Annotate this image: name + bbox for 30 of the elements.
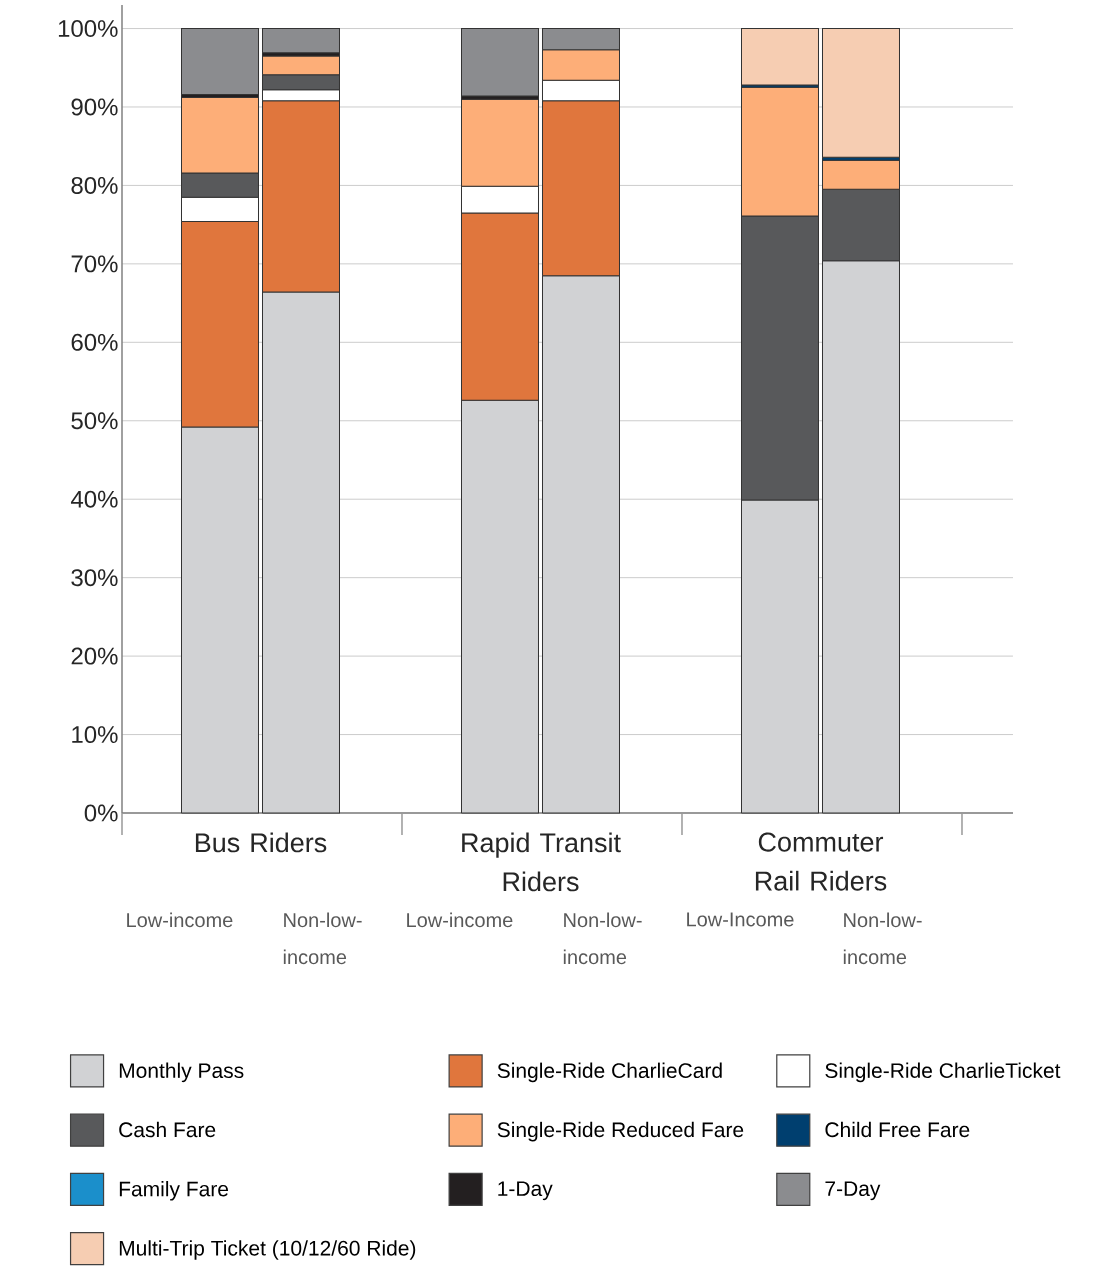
y-tick-label: 60% bbox=[71, 333, 118, 351]
y-tick-label: 40% bbox=[70, 490, 118, 508]
legend-label: Cash Fare bbox=[119, 1121, 216, 1138]
legend-label: 7-Day bbox=[825, 1181, 881, 1201]
legend-label: Monthly Pass bbox=[119, 1062, 244, 1083]
x-tick-label: Non-low-income bbox=[563, 912, 642, 965]
x-tick-label: Low-Income bbox=[687, 912, 794, 927]
legend-label: Single-Ride CharlieCard bbox=[497, 1062, 722, 1083]
text: Commuter Rail Riders bbox=[755, 832, 887, 891]
y-tick-label: 0% bbox=[84, 804, 118, 822]
legend-label: Single-Ride Reduced Fare bbox=[497, 1121, 744, 1142]
legend-label: Child Free Fare bbox=[825, 1121, 970, 1138]
y-tick-label: 50% bbox=[71, 412, 118, 430]
y-tick-label: 80% bbox=[71, 176, 118, 194]
x-tick-label: Low-income bbox=[407, 912, 513, 928]
legend-label: Single-Ride CharlieTicket bbox=[825, 1062, 1061, 1083]
x-tick-label: Non-low-income bbox=[843, 912, 922, 965]
legend-label: Family Fare bbox=[119, 1181, 229, 1201]
x-tick-label: Low-income bbox=[127, 912, 233, 928]
y-tick-label: 20% bbox=[71, 647, 118, 665]
y-tick-label: 30% bbox=[71, 569, 118, 587]
text: Rapid Transit Riders bbox=[462, 832, 621, 892]
legend-label: Multi-Trip Ticket (10/12/60 Ride) bbox=[119, 1240, 416, 1260]
y-tick-label: 10% bbox=[72, 726, 118, 744]
legend-label: 1-Day bbox=[498, 1181, 553, 1201]
y-tick-label: 100% bbox=[58, 20, 118, 38]
y-tick-label: 70% bbox=[71, 255, 118, 273]
text: Bus Riders bbox=[195, 832, 327, 853]
y-tick-label: 90% bbox=[71, 98, 118, 116]
x-tick-label: Non-low-income bbox=[283, 912, 362, 965]
